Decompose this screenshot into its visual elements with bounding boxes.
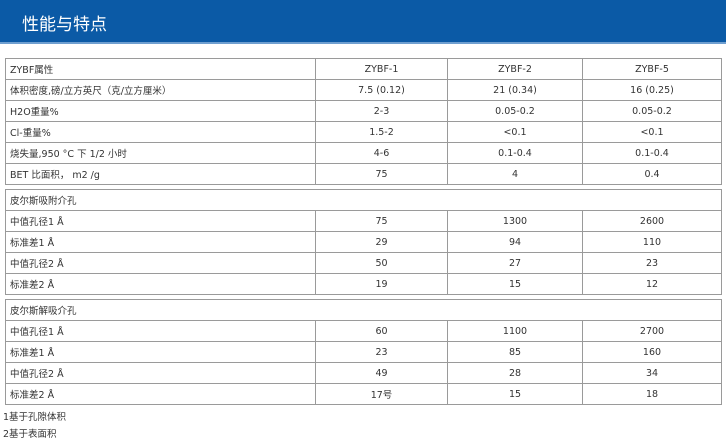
properties-table: ZYBF属性 ZYBF-1 ZYBF-2 ZYBF-5 体积密度,磅/立方英尺（克/立方… bbox=[5, 58, 722, 405]
value-cell: 85 bbox=[447, 341, 583, 363]
table-row: 中值孔径2 Å 49 28 34 bbox=[5, 362, 722, 384]
label-cell: H2O重量% bbox=[5, 100, 316, 122]
value-cell: 0.05-0.2 bbox=[582, 100, 722, 122]
label-cell: ZYBF属性 bbox=[5, 58, 316, 80]
label-cell: 中值孔径1 Å bbox=[5, 210, 316, 232]
value-cell: 160 bbox=[582, 341, 722, 363]
value-cell: 4-6 bbox=[315, 142, 448, 164]
value-cell: 1100 bbox=[447, 320, 583, 342]
value-cell: 1300 bbox=[447, 210, 583, 232]
section-title: 皮尔斯吸附介孔 bbox=[5, 189, 722, 211]
value-cell: 0.4 bbox=[582, 163, 722, 185]
value-cell: 15 bbox=[447, 273, 583, 295]
value-cell: ZYBF-1 bbox=[315, 58, 448, 80]
value-cell: 4 bbox=[447, 163, 583, 185]
section-title: 皮尔斯解吸介孔 bbox=[5, 299, 722, 321]
value-cell: 27 bbox=[447, 252, 583, 274]
value-cell: 12 bbox=[582, 273, 722, 295]
value-cell: 75 bbox=[315, 163, 448, 185]
table-row: 标准差2 Å 19 15 12 bbox=[5, 273, 722, 295]
label-cell: 中值孔径1 Å bbox=[5, 320, 316, 342]
table-row: ZYBF属性 ZYBF-1 ZYBF-2 ZYBF-5 bbox=[5, 58, 722, 80]
table-row: Cl-重量% 1.5-2 <0.1 <0.1 bbox=[5, 121, 722, 143]
value-cell: 50 bbox=[315, 252, 448, 274]
header-title: 性能与特点 bbox=[22, 15, 107, 35]
table-row: 中值孔径2 Å 50 27 23 bbox=[5, 252, 722, 274]
value-cell: ZYBF-5 bbox=[582, 58, 722, 80]
table-row: 标准差1 Å 29 94 110 bbox=[5, 231, 722, 253]
label-cell: 标准差1 Å bbox=[5, 341, 316, 363]
value-cell: 2600 bbox=[582, 210, 722, 232]
value-cell: 21 (0.34) bbox=[447, 79, 583, 101]
label-cell: 中值孔径2 Å bbox=[5, 252, 316, 274]
table-row: 标准差1 Å 23 85 160 bbox=[5, 341, 722, 363]
value-cell: <0.1 bbox=[582, 121, 722, 143]
value-cell: 18 bbox=[582, 383, 722, 405]
label-cell: 体积密度,磅/立方英尺（克/立方厘米） bbox=[5, 79, 316, 101]
value-cell: 19 bbox=[315, 273, 448, 295]
table-row: 体积密度,磅/立方英尺（克/立方厘米） 7.5 (0.12) 21 (0.34) 16… bbox=[5, 79, 722, 101]
table-row: 标准差2 Å 17号 15 18 bbox=[5, 383, 722, 405]
value-cell: <0.1 bbox=[447, 121, 583, 143]
value-cell: 110 bbox=[582, 231, 722, 253]
value-cell: 34 bbox=[582, 362, 722, 384]
value-cell: 49 bbox=[315, 362, 448, 384]
label-cell: 标准差2 Å bbox=[5, 273, 316, 295]
value-cell: 0.1-0.4 bbox=[582, 142, 722, 164]
value-cell: 60 bbox=[315, 320, 448, 342]
label-cell: 中值孔径2 Å bbox=[5, 362, 316, 384]
label-cell: Cl-重量% bbox=[5, 121, 316, 143]
value-cell: 15 bbox=[447, 383, 583, 405]
table-row: 中值孔径1 Å 60 1100 2700 bbox=[5, 320, 722, 342]
value-cell: 23 bbox=[582, 252, 722, 274]
value-cell: 29 bbox=[315, 231, 448, 253]
section-row: 皮尔斯吸附介孔 bbox=[5, 189, 722, 211]
table-row: 中值孔径1 Å 75 1300 2600 bbox=[5, 210, 722, 232]
value-cell: 94 bbox=[447, 231, 583, 253]
label-cell: 标准差1 Å bbox=[5, 231, 316, 253]
value-cell: 28 bbox=[447, 362, 583, 384]
value-cell: 2700 bbox=[582, 320, 722, 342]
label-cell: 烧失量,950 °C 下 1/2 小时 bbox=[5, 142, 316, 164]
value-cell: 0.05-0.2 bbox=[447, 100, 583, 122]
header-bar: 性能与特点 bbox=[0, 0, 726, 44]
table-row: 烧失量,950 °C 下 1/2 小时 4-6 0.1-0.4 0.1-0.4 bbox=[5, 142, 722, 164]
label-cell: BET 比面积， m2 /g bbox=[5, 163, 316, 185]
footnote: 1基于孔隙体积 bbox=[3, 412, 67, 423]
value-cell: 23 bbox=[315, 341, 448, 363]
value-cell: 1.5-2 bbox=[315, 121, 448, 143]
section-row: 皮尔斯解吸介孔 bbox=[5, 299, 722, 321]
value-cell: 17号 bbox=[315, 383, 448, 405]
value-cell: ZYBF-2 bbox=[447, 58, 583, 80]
table-row: H2O重量% 2-3 0.05-0.2 0.05-0.2 bbox=[5, 100, 722, 122]
value-cell: 75 bbox=[315, 210, 448, 232]
value-cell: 2-3 bbox=[315, 100, 448, 122]
label-cell: 标准差2 Å bbox=[5, 383, 316, 405]
value-cell: 0.1-0.4 bbox=[447, 142, 583, 164]
value-cell: 7.5 (0.12) bbox=[315, 79, 448, 101]
value-cell: 16 (0.25) bbox=[582, 79, 722, 101]
footnote: 2基于表面积 bbox=[3, 429, 57, 440]
table-row: BET 比面积， m2 /g 75 4 0.4 bbox=[5, 163, 722, 185]
footnotes: 1基于孔隙体积 2基于表面积 bbox=[3, 409, 66, 443]
